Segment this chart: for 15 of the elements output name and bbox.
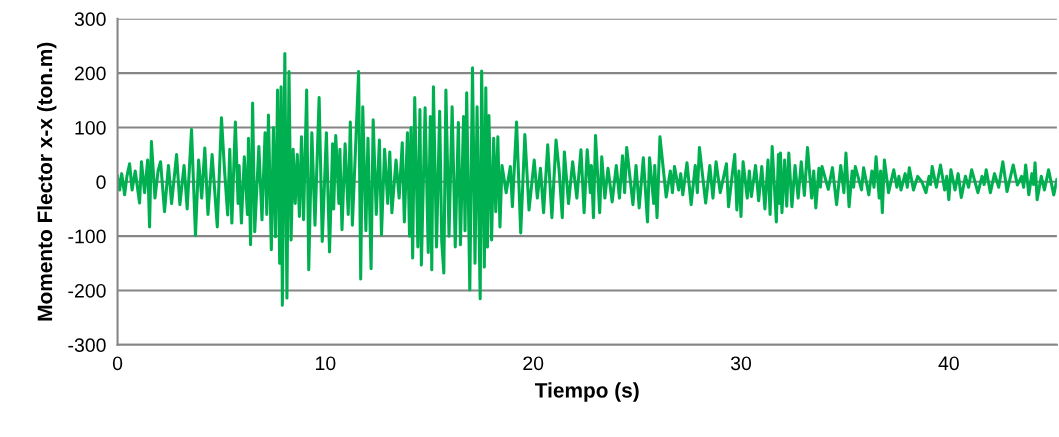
x-tick-label: 40 [938, 356, 959, 371]
x-tick-label: 20 [523, 356, 544, 371]
line-series [117, 52, 1057, 307]
y-tick-label: 300 [74, 12, 106, 27]
y-tick-label: -300 [68, 338, 106, 353]
y-tick-label: 200 [74, 66, 106, 81]
y-tick-label: -100 [68, 229, 106, 244]
y-axis-title: Momento Flector x-x (ton.m) [36, 42, 57, 321]
x-tick-label: 10 [316, 356, 336, 371]
y-tick-label: -200 [68, 283, 106, 298]
x-tick-label: 30 [730, 356, 752, 371]
x-tick-label: 0 [112, 356, 123, 371]
y-tick-label: 0 [96, 175, 106, 190]
x-axis-title: Tiempo (s) [534, 382, 639, 402]
y-tick-label: 100 [75, 120, 106, 135]
